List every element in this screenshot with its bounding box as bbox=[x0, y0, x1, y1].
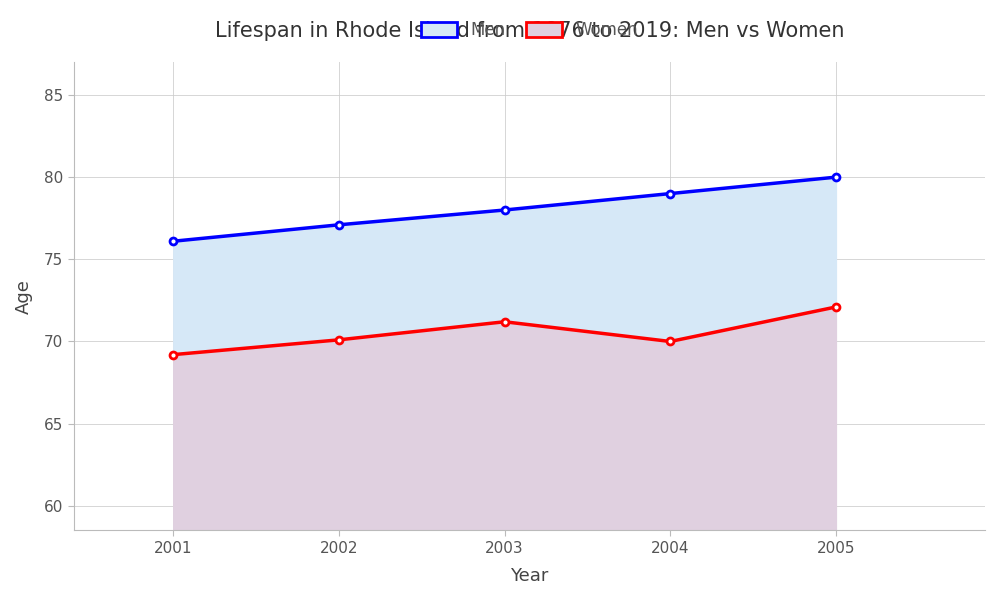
Y-axis label: Age: Age bbox=[15, 279, 33, 314]
Title: Lifespan in Rhode Island from 1976 to 2019: Men vs Women: Lifespan in Rhode Island from 1976 to 20… bbox=[215, 21, 844, 41]
Legend: Men, Women: Men, Women bbox=[414, 14, 645, 46]
X-axis label: Year: Year bbox=[510, 567, 549, 585]
